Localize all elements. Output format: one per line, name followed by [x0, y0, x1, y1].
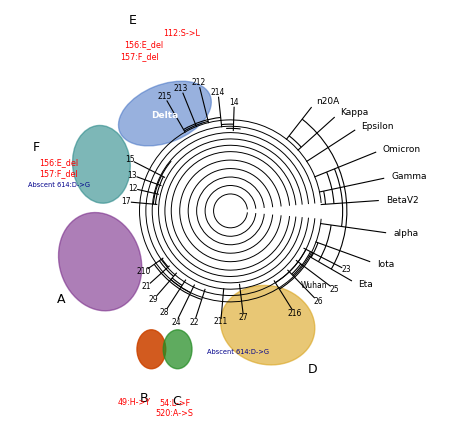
Text: Abscent 614:D->G: Abscent 614:D->G: [207, 349, 269, 355]
Text: 156:E_del: 156:E_del: [124, 40, 163, 49]
Text: 157:F_del: 157:F_del: [120, 52, 159, 61]
Text: 216: 216: [288, 309, 302, 318]
Text: 212: 212: [191, 78, 206, 87]
Text: 215: 215: [157, 92, 171, 101]
Text: F: F: [32, 141, 39, 154]
Ellipse shape: [118, 81, 211, 146]
Text: Kappa: Kappa: [340, 108, 368, 117]
Text: Iota: Iota: [377, 260, 394, 269]
Text: 25: 25: [330, 285, 339, 294]
Text: 214: 214: [211, 88, 225, 97]
Text: B: B: [139, 392, 148, 405]
Text: D: D: [308, 363, 318, 376]
Text: 211: 211: [214, 317, 228, 326]
Text: 29: 29: [149, 295, 159, 304]
Text: Omicron: Omicron: [383, 145, 421, 154]
Text: 520:A->S: 520:A->S: [156, 409, 194, 418]
Ellipse shape: [221, 285, 315, 365]
Text: 23: 23: [342, 265, 351, 274]
Text: 213: 213: [174, 84, 188, 93]
Text: alpha: alpha: [393, 229, 418, 238]
Ellipse shape: [59, 213, 142, 311]
Text: Wuhan: Wuhan: [301, 282, 327, 291]
Text: 112:S->L: 112:S->L: [163, 29, 200, 37]
Text: Delta: Delta: [151, 111, 178, 120]
Text: Epsilon: Epsilon: [361, 121, 394, 130]
Text: n20A: n20A: [316, 97, 339, 106]
Text: 21: 21: [142, 282, 151, 291]
Text: 157:F_del: 157:F_del: [39, 169, 78, 178]
Text: 156:E_del: 156:E_del: [39, 158, 78, 167]
Text: 210: 210: [136, 267, 151, 276]
Text: C: C: [172, 395, 181, 408]
Text: 15: 15: [125, 155, 135, 164]
Text: 28: 28: [160, 308, 169, 317]
Text: 22: 22: [189, 318, 199, 327]
Text: 49:H->Y: 49:H->Y: [118, 398, 151, 407]
Text: Abscent 614:D->G: Abscent 614:D->G: [28, 182, 90, 188]
Text: Eta: Eta: [358, 280, 373, 289]
Ellipse shape: [137, 330, 166, 369]
Text: Gamma: Gamma: [391, 172, 426, 181]
Text: 17: 17: [122, 197, 131, 206]
Text: 13: 13: [127, 171, 137, 180]
Text: 27: 27: [239, 313, 248, 322]
Text: 24: 24: [171, 318, 181, 327]
Text: 54:L->F: 54:L->F: [159, 399, 190, 408]
Text: 26: 26: [313, 297, 323, 306]
Text: 12: 12: [128, 184, 137, 193]
Ellipse shape: [72, 126, 130, 203]
Ellipse shape: [163, 330, 192, 369]
Text: BetaV2: BetaV2: [386, 196, 419, 204]
Text: 14: 14: [230, 98, 239, 106]
Text: A: A: [57, 293, 65, 306]
Text: E: E: [129, 14, 137, 27]
